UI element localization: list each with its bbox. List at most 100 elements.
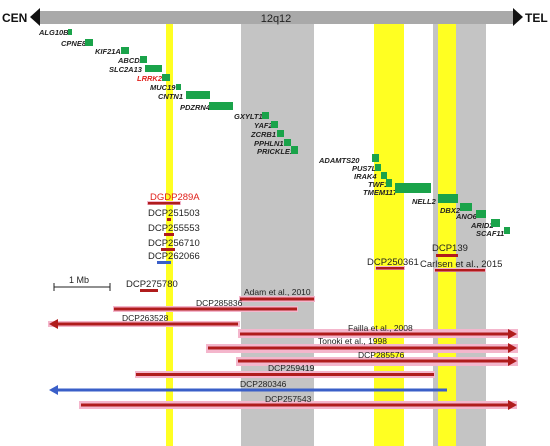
gene-box <box>162 74 170 81</box>
gene-label: IRAK4 <box>354 172 377 181</box>
gene-box <box>68 29 72 35</box>
cnv-bar <box>114 307 297 311</box>
large-cnv-track: Adam et al., 2010 DCP285836 DCP263528 Fa… <box>48 287 518 410</box>
cnv-bar-dup <box>157 261 171 264</box>
gene-box <box>395 183 431 193</box>
arrow-left-icon <box>49 385 58 395</box>
chromosome-bar <box>40 11 513 24</box>
gene-label: TWF1 <box>368 180 388 189</box>
gene-label: MUC19 <box>150 83 176 92</box>
cnv-label: Adam et al., 2010 <box>244 287 311 297</box>
cnv-bar <box>140 289 158 292</box>
cnv-label: Carlsen et al., 2015 <box>420 259 502 270</box>
gene-box <box>209 102 233 110</box>
arrow-right-icon <box>508 329 517 339</box>
cnv-bar <box>240 297 314 301</box>
gene-label: YAF2 <box>254 121 273 130</box>
cen-label: CEN <box>2 11 27 25</box>
cnv-label: DCP263528 <box>122 313 169 323</box>
gene-label: PDZRN4 <box>180 103 211 112</box>
gene-label: CPNE8 <box>61 39 87 48</box>
gene-label: PPHLN1 <box>254 139 284 148</box>
cnv-label: DCP285836 <box>196 298 243 308</box>
cnv-label: DCP250361 <box>367 257 419 268</box>
gene-label: ADAMTS20 <box>318 156 360 165</box>
cnv-bar <box>436 254 458 257</box>
gene-box <box>284 139 291 146</box>
gene-box <box>145 65 162 72</box>
cnv-bar <box>136 373 434 376</box>
gene-label: KIF21A <box>95 47 121 56</box>
cnv-label: DCP259419 <box>268 363 315 373</box>
cnv-label: DCP285576 <box>358 350 405 360</box>
cnv-bar <box>167 218 171 221</box>
scale-bar: 1 Mb <box>53 275 111 291</box>
gene-box <box>85 39 93 46</box>
arrow-right-icon <box>508 343 517 353</box>
arrow-right-icon <box>508 400 517 410</box>
cnv-label: DCP251503 <box>148 208 200 219</box>
cnv-label: DCP275780 <box>126 279 178 290</box>
gene-box <box>186 91 210 99</box>
gene-box <box>438 194 458 203</box>
gene-box <box>277 130 284 137</box>
gene-label: TMEM117 <box>363 188 398 197</box>
tel-arrow-icon <box>513 8 523 26</box>
tel-label: TEL <box>525 11 548 25</box>
cnv-bar <box>376 267 404 270</box>
cnv-label: Failla et al., 2008 <box>348 323 413 333</box>
gene-label: SLC2A13 <box>109 65 143 74</box>
gene-box <box>271 121 278 128</box>
gene-box <box>140 56 147 63</box>
cnv-bar <box>435 269 485 272</box>
gene-label: PRICKLE1 <box>257 147 294 156</box>
gene-box <box>176 84 181 90</box>
gene-box <box>476 210 486 218</box>
arrow-right-icon <box>508 356 517 366</box>
gene-box <box>291 146 298 154</box>
gene-label: ARID2 <box>470 221 494 230</box>
cnv-label: DCP280346 <box>240 379 287 389</box>
gene-box <box>460 203 472 211</box>
gene-track: ALG10B CPNE8 KIF21A ABCD2 SLC2A13 LRRK2 … <box>38 28 510 238</box>
cnv-bar <box>161 248 175 251</box>
cen-arrow-icon <box>30 8 40 26</box>
cnv-label: DCP139 <box>432 243 468 254</box>
band-label: 12q12 <box>261 13 292 25</box>
gene-box <box>386 179 392 187</box>
scale-label: 1 Mb <box>69 275 89 285</box>
gene-box <box>262 112 269 119</box>
gene-box <box>121 47 129 54</box>
cnv-bar <box>164 233 174 236</box>
gene-label: DBX2 <box>440 206 461 215</box>
yellow-region-3 <box>438 24 456 446</box>
gene-label: PUS7L <box>352 164 377 173</box>
cnv-bar <box>148 202 180 205</box>
cnv-label: Tonoki et al., 1998 <box>318 336 387 346</box>
small-cnv-track: DGDP289A DCP251503 DCP255553 DCP256710 D… <box>126 192 502 292</box>
cnv-label: DCP257543 <box>265 394 312 404</box>
cnv-label: DCP255553 <box>148 223 200 234</box>
gene-box <box>372 154 379 162</box>
arrow-left-icon <box>49 319 58 329</box>
cnv-label: DCP262066 <box>148 251 200 262</box>
cnv-label-highlight: DGDP289A <box>150 192 200 203</box>
gene-label: SCAF11 <box>476 229 504 238</box>
gene-label: NELL2 <box>412 197 437 206</box>
gene-label: ANO6 <box>455 212 478 221</box>
gene-label: CNTN1 <box>158 92 183 101</box>
gene-label: ALG10B <box>38 28 69 37</box>
gene-box <box>504 227 510 234</box>
gene-label: GXYLT1 <box>234 112 263 121</box>
cnv-label: DCP256710 <box>148 238 200 249</box>
gene-label: ZCRB1 <box>250 130 276 139</box>
gene-label: ABCD2 <box>117 56 145 65</box>
yellow-region-2 <box>374 24 404 446</box>
gene-box <box>375 164 381 171</box>
gene-label-lrrk2: LRRK2 <box>137 74 163 83</box>
gene-box <box>381 172 387 179</box>
shaded-regions <box>166 24 486 446</box>
chromosome-header: CEN 12q12 TEL <box>2 8 548 26</box>
